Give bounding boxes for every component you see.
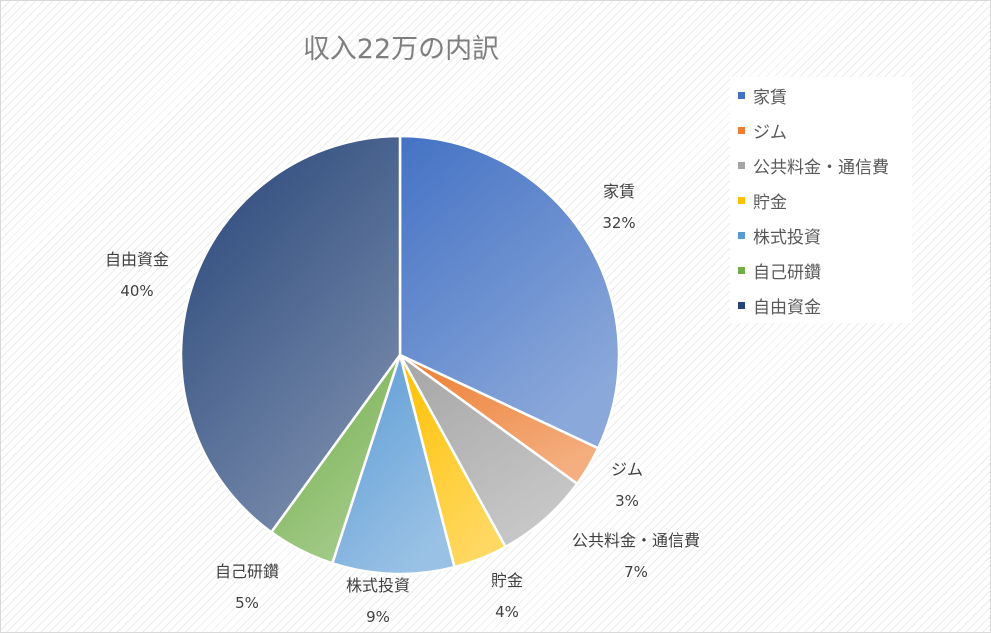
pie-slice-7 xyxy=(179,134,402,534)
data-label-value-7: 40% xyxy=(120,282,153,300)
legend-swatch xyxy=(738,301,745,309)
chart-title: 収入22万の内訳 xyxy=(302,34,500,65)
data-label-category-3: 公共料金・通信費 xyxy=(572,531,700,550)
data-label-category-6: 自己研鑽 xyxy=(215,562,279,581)
legend-item-5: 株式投資 xyxy=(738,223,821,248)
legend-swatch xyxy=(738,91,745,99)
data-label-category-4: 貯金 xyxy=(491,571,523,590)
legend-label: 株式投資 xyxy=(753,227,821,248)
legend-label: 貯金 xyxy=(753,192,787,213)
data-label-category-7: 自由資金 xyxy=(105,250,169,269)
legend: 家賃ジム公共料金・通信費 貯金株式投資自己研鑽自由資金 xyxy=(730,77,912,323)
legend-item-4: 貯金 xyxy=(738,188,787,213)
legend-label: 自由資金 xyxy=(753,297,821,318)
legend-swatch xyxy=(738,231,745,239)
legend-swatch xyxy=(738,126,745,134)
legend-item-6: 自己研鑽 xyxy=(738,258,821,283)
data-label-category-5: 株式投資 xyxy=(346,576,410,595)
data-label-value-5: 9% xyxy=(366,608,390,626)
legend-item-2: ジム xyxy=(738,118,787,143)
legend-swatch xyxy=(738,161,745,169)
legend-label: ジム xyxy=(753,122,787,143)
data-label-value-6: 5% xyxy=(235,594,259,612)
pie-slice-1 xyxy=(398,134,621,450)
legend-item-3: 公共料金・通信費 xyxy=(738,153,889,178)
legend-item-7: 自由資金 xyxy=(738,293,821,318)
legend-label: 公共料金・通信費 xyxy=(753,157,889,178)
pie-slice-5 xyxy=(330,350,456,576)
data-label-category-2: ジム xyxy=(611,460,643,479)
legend-item-1: 家賃 xyxy=(738,83,787,108)
data-label-value-2: 3% xyxy=(615,492,639,510)
data-label-value-1: 32% xyxy=(602,214,635,232)
legend-label: 家賃 xyxy=(753,87,787,108)
data-label-value-3: 7% xyxy=(624,563,648,581)
data-label-category-1: 家賃 xyxy=(603,182,635,201)
legend-swatch xyxy=(738,266,745,274)
legend-label: 自己研鑽 xyxy=(753,262,821,283)
legend-swatch xyxy=(738,196,745,204)
data-label-value-4: 4% xyxy=(495,603,519,621)
